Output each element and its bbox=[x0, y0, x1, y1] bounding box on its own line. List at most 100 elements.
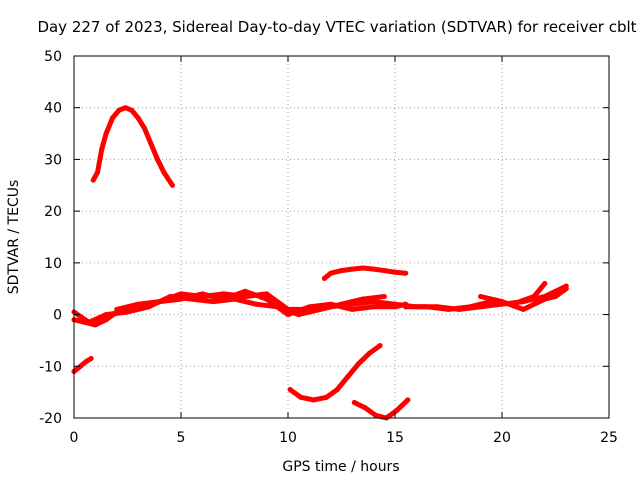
series-arc-high bbox=[90, 105, 175, 188]
data-point bbox=[328, 301, 334, 307]
data-point bbox=[90, 177, 96, 183]
data-point bbox=[553, 293, 558, 299]
data-point bbox=[287, 387, 293, 393]
data-point bbox=[298, 394, 304, 400]
data-point bbox=[264, 291, 270, 297]
data-point bbox=[157, 299, 163, 305]
data-point bbox=[403, 270, 409, 276]
series-band-d bbox=[403, 281, 548, 312]
data-point bbox=[356, 361, 362, 367]
data-point bbox=[88, 356, 94, 362]
data-point bbox=[377, 343, 383, 349]
data-point bbox=[478, 293, 484, 299]
y-tick-label: -10 bbox=[39, 359, 62, 375]
data-point bbox=[169, 182, 175, 188]
x-axis-label: GPS time / hours bbox=[282, 459, 399, 475]
data-point bbox=[467, 304, 473, 310]
data-point bbox=[349, 266, 355, 272]
data-point bbox=[221, 291, 227, 297]
data-point bbox=[99, 146, 105, 152]
data-point bbox=[125, 309, 130, 315]
data-point bbox=[103, 131, 109, 137]
data-point bbox=[161, 169, 167, 175]
y-tick-label: 40 bbox=[44, 101, 62, 117]
data-point bbox=[135, 115, 141, 121]
data-point bbox=[392, 269, 398, 275]
data-point bbox=[520, 306, 526, 312]
data-point bbox=[392, 304, 398, 310]
data-point bbox=[116, 107, 122, 113]
data-point bbox=[405, 397, 411, 403]
data-point bbox=[135, 301, 141, 307]
data-point bbox=[86, 319, 92, 325]
data-point bbox=[103, 312, 109, 318]
y-tick-label: 50 bbox=[44, 49, 62, 65]
y-tick-label: 20 bbox=[44, 204, 62, 220]
data-point bbox=[403, 304, 409, 310]
y-axis-label: SDTVAR / TECUs bbox=[6, 180, 22, 295]
data-point bbox=[221, 296, 227, 302]
data-point bbox=[360, 296, 366, 302]
data-point bbox=[210, 299, 216, 305]
data-point bbox=[311, 397, 317, 403]
data-point bbox=[285, 312, 291, 318]
y-tick-label: -20 bbox=[39, 411, 62, 427]
data-point bbox=[110, 115, 116, 121]
data-point bbox=[306, 304, 312, 310]
data-point bbox=[324, 394, 330, 400]
data-point bbox=[366, 350, 372, 356]
data-point bbox=[351, 399, 357, 405]
data-point bbox=[424, 304, 430, 310]
x-tick-label: 20 bbox=[493, 430, 511, 446]
data-point bbox=[371, 266, 377, 272]
chart-title: Day 227 of 2023, Sidereal Day-to-day VTE… bbox=[37, 18, 636, 36]
plot-frame bbox=[73, 55, 610, 419]
grid bbox=[74, 56, 609, 418]
y-tick-label: 0 bbox=[53, 308, 62, 324]
data-point bbox=[542, 281, 548, 287]
data-point bbox=[92, 322, 98, 328]
data-point bbox=[499, 299, 505, 305]
data-point bbox=[360, 265, 366, 271]
data-point bbox=[95, 169, 101, 175]
series-layer bbox=[71, 105, 569, 421]
data-point bbox=[142, 125, 148, 131]
data-point bbox=[328, 270, 334, 276]
data-point bbox=[242, 293, 248, 299]
data-point bbox=[178, 296, 184, 302]
data-point bbox=[334, 387, 340, 393]
data-point bbox=[321, 275, 327, 281]
data-point bbox=[563, 286, 569, 292]
data-point bbox=[542, 296, 548, 302]
y-tick-label: 30 bbox=[44, 152, 62, 168]
data-point bbox=[122, 105, 128, 111]
data-point bbox=[339, 268, 344, 274]
data-point bbox=[381, 268, 387, 274]
x-tick-label: 25 bbox=[600, 430, 618, 446]
y-tick-label: 10 bbox=[44, 256, 62, 272]
data-point bbox=[264, 296, 270, 302]
x-tick-label: 5 bbox=[177, 430, 186, 446]
data-point bbox=[253, 301, 259, 307]
data-point bbox=[381, 293, 387, 299]
data-point bbox=[154, 156, 160, 162]
x-tick-label: 0 bbox=[70, 430, 79, 446]
data-point bbox=[349, 306, 355, 312]
data-point bbox=[373, 412, 379, 418]
data-point bbox=[446, 306, 451, 312]
data-point bbox=[199, 291, 205, 297]
data-point bbox=[371, 304, 377, 310]
data-point bbox=[129, 107, 135, 113]
data-point bbox=[242, 288, 248, 294]
data-point bbox=[345, 374, 351, 380]
data-point bbox=[394, 407, 400, 413]
data-point bbox=[84, 358, 90, 364]
data-point bbox=[114, 306, 120, 312]
data-point bbox=[77, 363, 83, 369]
x-tick-label: 15 bbox=[386, 430, 404, 446]
data-point bbox=[531, 293, 537, 299]
data-point bbox=[148, 141, 154, 147]
ticks: 0 5 10 15 20 25 -20 -10 0 10 20 30 40 50 bbox=[39, 49, 618, 446]
